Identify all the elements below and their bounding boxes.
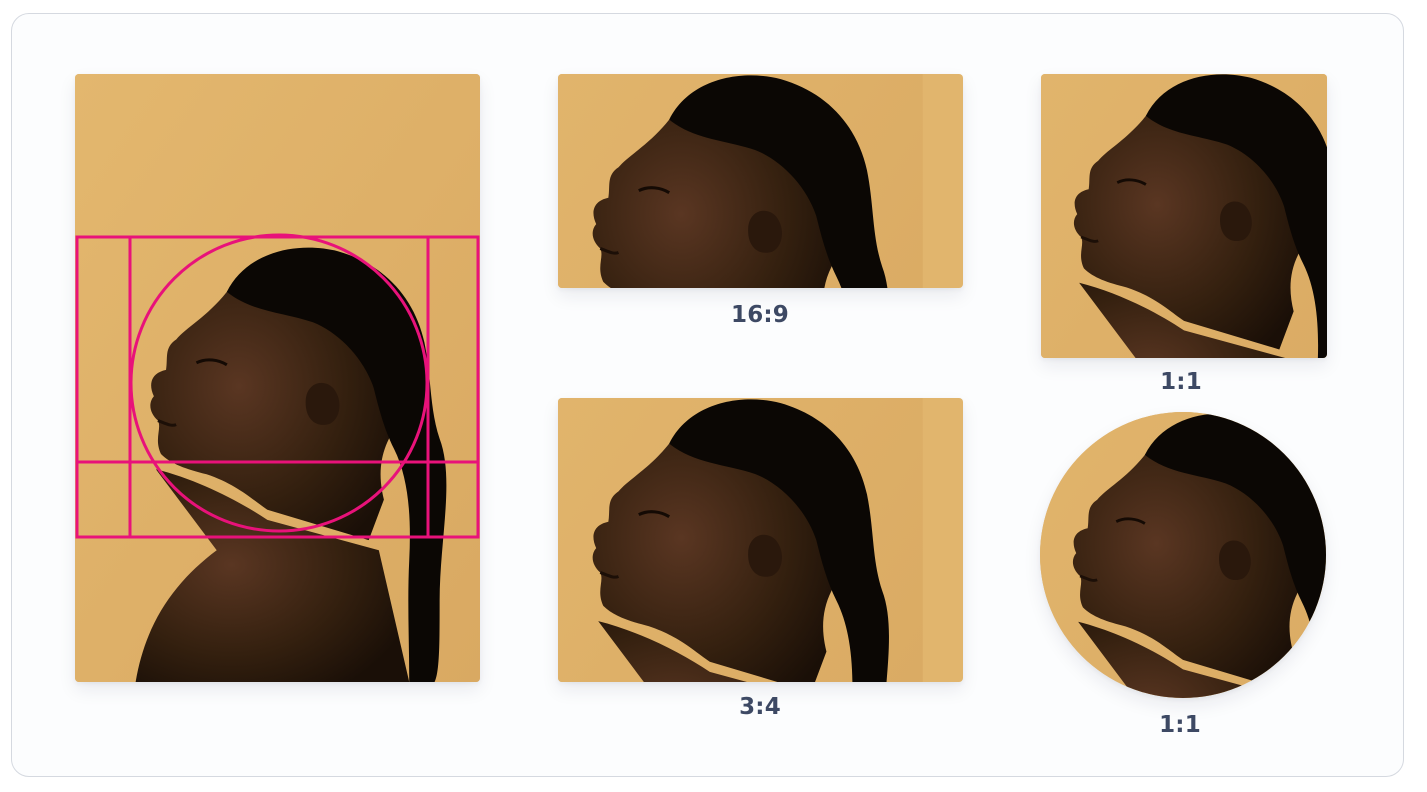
portrait-photo — [1040, 412, 1326, 698]
crop-preview-3-4[interactable] — [558, 398, 963, 682]
portrait-photo — [75, 74, 480, 682]
crop-label-1-1-square: 1:1 — [1160, 369, 1202, 395]
crop-preview-1-1-square[interactable] — [1041, 74, 1327, 358]
crop-preview-16-9[interactable] — [558, 74, 963, 288]
source-image[interactable] — [75, 74, 480, 682]
crop-label-3-4: 3:4 — [739, 694, 781, 720]
crop-label-16-9: 16:9 — [730, 302, 789, 328]
crop-label-1-1-circle: 1:1 — [1159, 712, 1201, 738]
crop-preview-1-1-circle[interactable] — [1040, 412, 1326, 698]
portrait-photo — [558, 74, 925, 288]
portrait-photo — [1041, 74, 1327, 358]
portrait-photo — [558, 398, 925, 682]
